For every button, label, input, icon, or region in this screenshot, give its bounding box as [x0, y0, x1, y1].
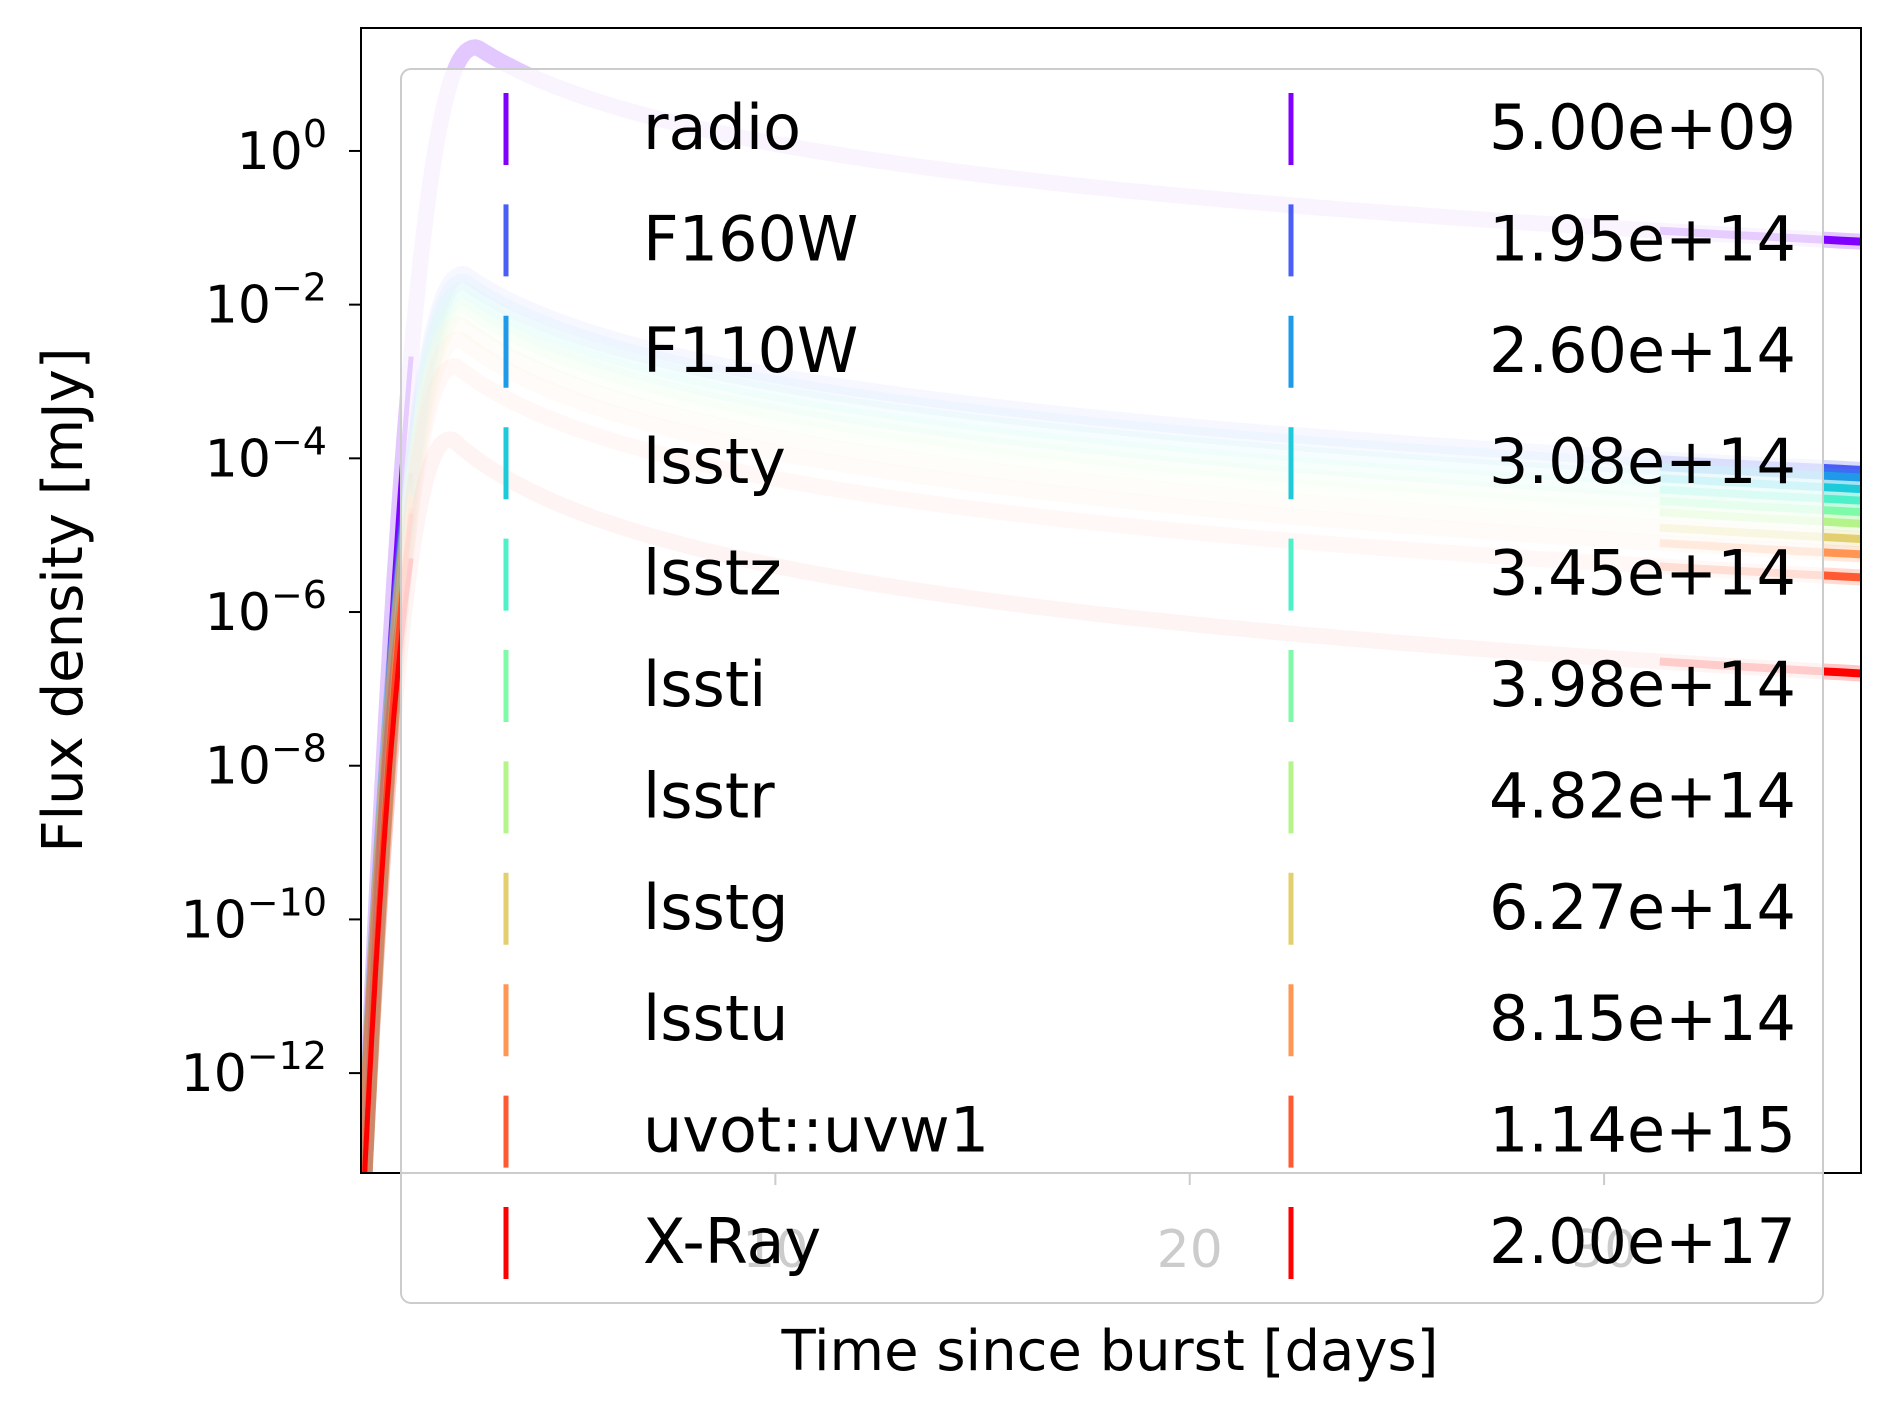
legend-label-frequency: 1.14e+15: [1489, 1094, 1796, 1167]
y-axis-ticks: 100 10−2 10−4 10−6 10−8 10−10 10−12: [181, 112, 361, 1104]
y-axis-label: Flux density [mJy]: [31, 347, 96, 852]
legend-label-band: F160W: [643, 202, 858, 275]
legend-label-frequency: 2.60e+14: [1489, 314, 1796, 387]
legend-label-band: lsstg: [643, 871, 789, 944]
legend-label-frequency: 5.00e+09: [1489, 91, 1796, 164]
legend-label-frequency: 2.00e+17: [1489, 1205, 1796, 1278]
y-tick-label: 10−6: [205, 573, 327, 643]
legend-box: [400, 68, 1824, 1304]
legend-label-frequency: 3.45e+14: [1489, 537, 1796, 610]
legend: radio 5.00e+09 F160W 1.95e+14 F110W 2.60e+14 l…: [400, 68, 1824, 1304]
legend-label-band: radio: [643, 91, 801, 164]
legend-label-frequency: 3.08e+14: [1489, 425, 1796, 498]
y-tick-label: 100: [237, 112, 327, 182]
legend-label-band: lssty: [643, 425, 786, 498]
legend-label-band: lsstu: [643, 982, 788, 1055]
legend-label-frequency: 1.95e+14: [1489, 202, 1796, 275]
legend-label-band: X-Ray: [643, 1205, 821, 1278]
legend-label-band: lsstr: [643, 759, 775, 832]
legend-entries: radio 5.00e+09 F160W 1.95e+14 F110W 2.60e+14 l…: [503, 91, 1796, 1279]
x-axis-label: Time since burst [days]: [781, 1319, 1439, 1384]
legend-label-band: uvot::uvw1: [643, 1094, 989, 1167]
legend-label-frequency: 3.98e+14: [1489, 648, 1796, 721]
curve-rise-10: [362, 558, 414, 1173]
y-tick-label: 10−12: [181, 1034, 327, 1104]
y-tick-label: 10−10: [181, 880, 327, 950]
legend-label-frequency: 4.82e+14: [1489, 759, 1796, 832]
y-tick-label: 10−8: [205, 727, 327, 797]
y-tick-label: 10−2: [205, 266, 327, 336]
legend-label-band: lsstz: [643, 537, 782, 610]
legend-label-frequency: 6.27e+14: [1489, 871, 1796, 944]
legend-label-frequency: 8.15e+14: [1489, 982, 1796, 1055]
legend-label-band: F110W: [643, 314, 858, 387]
y-tick-label: 10−4: [205, 419, 327, 489]
legend-label-band: lssti: [643, 648, 766, 721]
